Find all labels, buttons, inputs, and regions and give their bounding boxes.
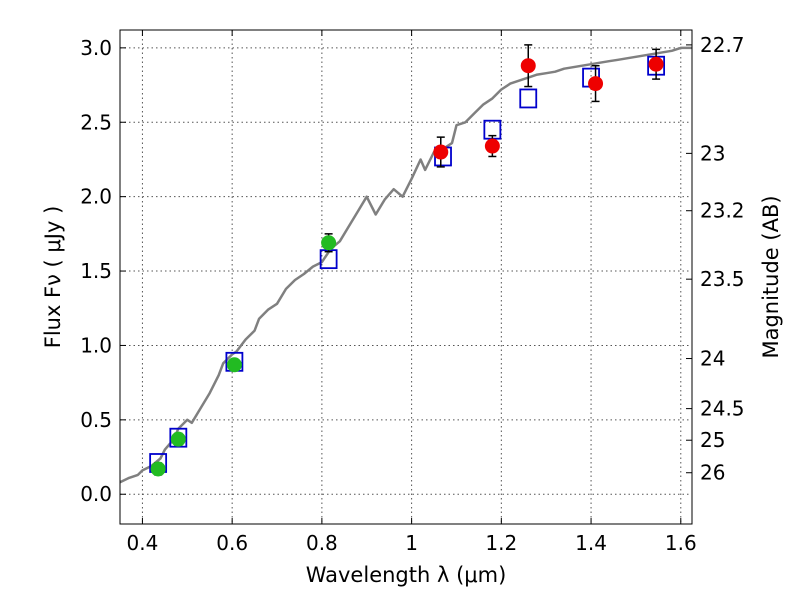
observed-flux-point: [321, 235, 337, 251]
observed-flux-point: [648, 56, 664, 72]
y-tick-label: 1.0: [80, 333, 112, 357]
observed-flux-point: [588, 76, 604, 92]
model-photometry-square: [169, 427, 188, 448]
grid-lines: [120, 30, 692, 524]
observed-flux-point: [226, 357, 242, 373]
magnitude-tick-label: 24: [700, 347, 725, 371]
y-axis-ticks: 0.0 0.5 1.0 1.5 2.0 2.5 3.0: [80, 36, 126, 506]
observed-flux-point: [433, 144, 449, 160]
x-tick-label: 1.4: [575, 531, 607, 555]
y-axis-label: Flux Fν ( μJy ): [41, 206, 65, 349]
model-spectrum-line: [120, 46, 692, 484]
magnitude-tick-label: 23.5: [700, 267, 745, 291]
y-tick-label: 2.5: [80, 110, 112, 134]
data-layer: [120, 44, 692, 484]
x-axis-label: Wavelength λ (μm): [306, 563, 507, 587]
y-tick-label: 2.0: [80, 185, 112, 209]
observed-flux-point: [520, 58, 536, 74]
x-tick-label: 1.6: [665, 531, 697, 555]
x-tick-label: 0.6: [216, 531, 248, 555]
magnitude-tick-label: 26: [700, 461, 725, 485]
magnitude-tick-label: 23: [700, 141, 725, 165]
plot-frame: [119, 29, 693, 525]
magnitude-tick-label: 22.7: [700, 33, 745, 57]
observed-flux-point: [484, 138, 500, 154]
y-tick-label: 3.0: [80, 36, 112, 60]
observed-flux-point: [150, 461, 166, 477]
x-axis-ticks: 0.4 0.6 0.8 1 1.2 1.4 1.6: [127, 30, 697, 555]
model-photometry-square: [519, 88, 538, 109]
magnitude-axis-label: Magnitude (AB): [759, 195, 783, 358]
magnitude-tick-label: 24.5: [700, 397, 745, 421]
x-tick-label: 1: [405, 531, 418, 555]
y-tick-label: 0.0: [80, 482, 112, 506]
magnitude-tick-label: 23.2: [700, 199, 745, 223]
y-tick-label: 0.5: [80, 408, 112, 432]
observed-flux-point: [170, 431, 186, 447]
magnitude-tick-label: 25: [700, 428, 725, 452]
x-tick-label: 1.2: [485, 531, 517, 555]
x-tick-label: 0.4: [127, 531, 159, 555]
magnitude-axis-ticks: 22.7 23 23.2 23.5 24 24.5 25 26: [686, 33, 745, 485]
x-tick-label: 0.8: [306, 531, 338, 555]
y-tick-label: 1.5: [80, 259, 112, 283]
